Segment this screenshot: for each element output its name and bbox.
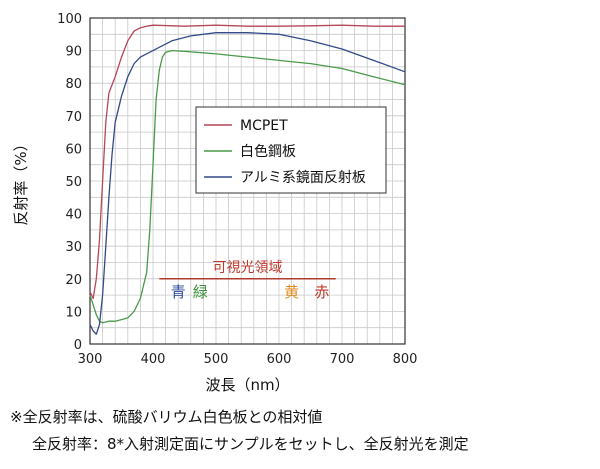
legend-label: 白色鋼板 [240, 143, 296, 160]
color-label: 赤 [314, 283, 329, 301]
reflectance-chart: 300 400 500 600 700 800 0 10 20 30 40 50 60 70 80 90 100… [12, 12, 417, 394]
visible-range-title: 可視光領域 [213, 259, 283, 276]
color-label: 青 [171, 283, 186, 301]
y-tick-label: 30 [65, 240, 82, 255]
y-tick-label: 50 [65, 175, 82, 190]
y-tick-label: 40 [65, 208, 82, 223]
visible-light-annotation: 可視光領域青緑 黄赤 [159, 259, 336, 301]
x-tick-label: 700 [330, 352, 355, 367]
y-tick-label: 20 [65, 273, 82, 288]
legend-label: アルミ系鏡面反射板 [240, 170, 366, 186]
color-label: 緑 [193, 283, 208, 301]
chart-series-group [89, 24, 406, 335]
x-tick-label: 600 [267, 352, 292, 367]
x-axis-title: 波長（nm） [205, 376, 289, 394]
y-axis-title: 反射率（%） [12, 136, 30, 225]
y-tick-label: 100 [57, 12, 82, 27]
x-tick-label: 400 [141, 352, 166, 367]
y-tick-label: 70 [65, 110, 82, 125]
y-tick-label: 90 [65, 45, 82, 60]
y-tick-label: 0 [74, 338, 82, 353]
x-tick-label: 300 [78, 352, 103, 367]
series-line-2 [89, 49, 406, 324]
legend-label: MCPET [240, 118, 288, 134]
x-tick-label: 800 [393, 352, 418, 367]
y-tick-label: 80 [65, 77, 82, 92]
legend-box [195, 106, 387, 194]
series-line-1 [89, 24, 405, 300]
series-line-3 [89, 32, 406, 335]
x-tick-label: 500 [204, 352, 229, 367]
chart-axes: 300 400 500 600 700 800 0 10 20 30 40 50 60 70 80 90 100… [12, 12, 417, 394]
footnote-relative-value: ※全反射率は、硫酸バリウム白色板との相対値 [10, 408, 323, 426]
color-label: 黄 [284, 283, 299, 301]
y-tick-label: 10 [65, 305, 82, 320]
y-tick-label: 60 [65, 142, 82, 157]
plot-frame [89, 17, 406, 345]
footnote-measurement-method: 全反射率：8*入射測定面にサンプルをセットし、全反射光を測定 [32, 435, 469, 453]
